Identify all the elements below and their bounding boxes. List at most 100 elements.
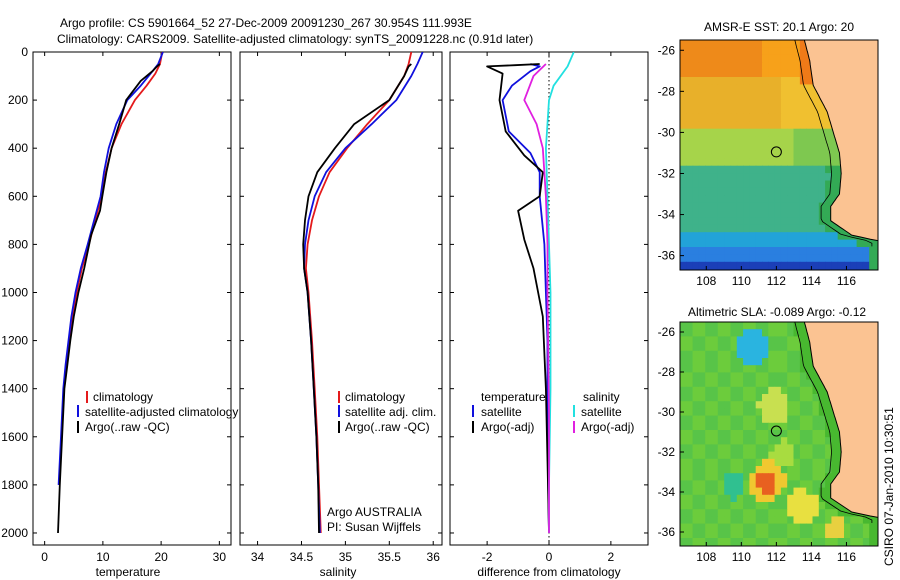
map-cell (680, 195, 687, 204)
map-cell (705, 180, 713, 189)
map-cell (774, 84, 782, 93)
map-cell (692, 69, 700, 78)
map-cell (705, 394, 713, 402)
map-cell (730, 516, 738, 525)
map-cell (743, 487, 750, 496)
map-cell (762, 195, 769, 204)
map-cell (749, 47, 757, 56)
map-cell (787, 444, 795, 453)
map-cell (705, 430, 713, 438)
map-cell (787, 187, 795, 196)
map-cell (749, 494, 757, 503)
map-cell (743, 336, 750, 345)
map-cell (724, 69, 732, 78)
map-cell (749, 224, 757, 233)
map-cell (806, 69, 814, 78)
map-cell (692, 232, 700, 241)
map-cell (730, 261, 738, 270)
map-cell (749, 62, 757, 71)
map-cell (749, 202, 757, 211)
map-cell (705, 261, 713, 270)
map-cell (724, 202, 732, 211)
map-cell (724, 322, 732, 330)
map-cell (780, 210, 788, 218)
map-cell (724, 444, 732, 453)
x-tick-label: 108 (696, 274, 716, 288)
map-cell (793, 415, 801, 424)
map-cell (686, 538, 694, 546)
map-cell (799, 40, 807, 48)
map-cell (743, 451, 750, 460)
map-cell (799, 487, 807, 496)
map-cell (680, 473, 687, 481)
map-cell (724, 47, 732, 56)
map-cell (711, 195, 719, 204)
map-cell (831, 180, 839, 189)
map-cell (717, 516, 725, 525)
map-cell (768, 173, 776, 182)
map-cell (698, 158, 706, 167)
map-cell (818, 195, 826, 204)
legend-heading: temperature (481, 390, 546, 404)
map-cell (736, 451, 744, 460)
map-cell (787, 254, 795, 263)
map-cell (724, 394, 732, 402)
map-cell (806, 415, 814, 424)
map-cell (711, 408, 719, 417)
map-cell (806, 394, 814, 402)
map-cell (799, 54, 807, 63)
map-cell (831, 415, 839, 424)
map-cell (799, 239, 807, 248)
map-cell (806, 136, 814, 145)
map-cell (812, 516, 820, 525)
map-cell (755, 394, 763, 402)
map-cell (736, 538, 744, 546)
map-cell (793, 379, 801, 388)
map-cell (787, 451, 795, 460)
map-cell (780, 254, 788, 263)
map-cell (749, 516, 757, 525)
map-cell (768, 358, 776, 366)
map-cell (730, 232, 738, 241)
map-cell (799, 128, 807, 137)
map-cell (768, 239, 776, 248)
map-cell (780, 509, 788, 517)
map-cell (799, 165, 807, 174)
map-cell (711, 473, 719, 481)
map-cell (743, 143, 750, 152)
map-cell (686, 254, 694, 263)
map-cell (692, 386, 700, 395)
map-cell (774, 217, 782, 226)
y-tick-label: -36 (658, 249, 676, 263)
map-cell (724, 358, 732, 366)
map-cell (774, 358, 782, 366)
map-cell (762, 516, 769, 525)
map-cell (698, 261, 706, 270)
map-cell (799, 136, 807, 145)
map-cell (711, 143, 719, 152)
x-tick-label: 35 (339, 550, 353, 564)
map-cell (680, 343, 687, 352)
map-cell (793, 180, 801, 189)
map-cell (793, 217, 801, 226)
map-cell (686, 336, 694, 345)
map-cell (812, 480, 820, 489)
map-cell (780, 143, 788, 152)
difference-panel: -2 0 2 difference from climatology tempera… (449, 51, 649, 579)
map-cell (774, 466, 782, 474)
map-cell (831, 158, 839, 167)
map-cell (780, 530, 788, 539)
map-cell (762, 239, 769, 248)
map-cell (724, 40, 732, 48)
map-cell (717, 187, 725, 196)
legend: climatology satellite-adjusted climatolo… (77, 390, 238, 434)
map-cell (705, 47, 713, 56)
map-cell (680, 530, 687, 539)
map-cell (806, 379, 814, 388)
map-cell (844, 261, 851, 270)
map-cell (749, 91, 757, 100)
y-tick-label: 800 (8, 237, 28, 251)
map-cell (793, 239, 801, 248)
map-cell (724, 128, 732, 137)
map-cell (768, 350, 776, 359)
